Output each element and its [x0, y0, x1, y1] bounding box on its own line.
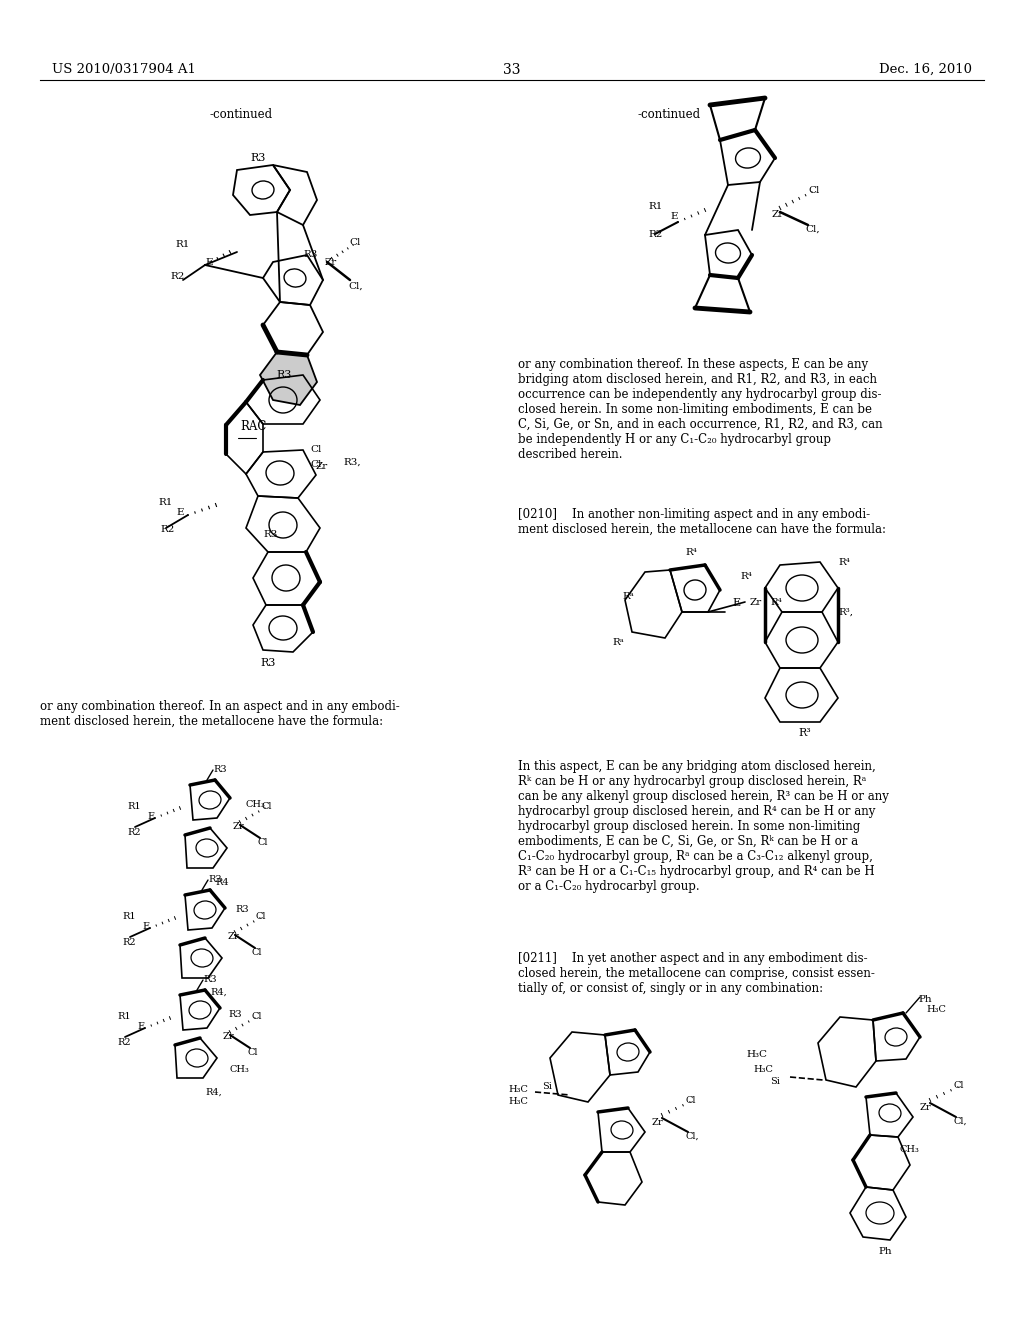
Text: [0210]    In another non-limiting aspect and in any embodi-
ment disclosed herei: [0210] In another non-limiting aspect an…	[518, 508, 886, 536]
Text: R2: R2	[117, 1038, 131, 1047]
Text: Rᵃ: Rᵃ	[612, 638, 624, 647]
Text: Cl: Cl	[247, 1048, 257, 1057]
Text: Cl: Cl	[349, 238, 360, 247]
Text: 33: 33	[503, 63, 521, 77]
Text: Si: Si	[770, 1077, 780, 1086]
Polygon shape	[260, 352, 317, 405]
Text: Cl,: Cl,	[953, 1117, 967, 1126]
Text: In this aspect, E can be any bridging atom disclosed herein,
Rᵏ can be H or any : In this aspect, E can be any bridging at…	[518, 760, 889, 894]
Text: -continued: -continued	[638, 108, 701, 121]
Text: R4,: R4,	[210, 987, 226, 997]
Text: Cl: Cl	[310, 445, 322, 454]
Text: Dec. 16, 2010: Dec. 16, 2010	[879, 63, 972, 77]
Text: Cl: Cl	[686, 1096, 696, 1105]
Text: RAC: RAC	[240, 420, 266, 433]
Text: H₃C: H₃C	[746, 1049, 767, 1059]
Text: Zr: Zr	[772, 210, 784, 219]
Text: E: E	[147, 812, 155, 821]
Text: US 2010/0317904 A1: US 2010/0317904 A1	[52, 63, 196, 77]
Text: H₃C: H₃C	[926, 1005, 946, 1014]
Text: R⁴: R⁴	[685, 548, 697, 557]
Text: R3: R3	[260, 657, 275, 668]
Text: Zr: Zr	[750, 598, 762, 607]
Text: Cl,: Cl,	[805, 224, 819, 234]
Text: CH₃: CH₃	[900, 1144, 920, 1154]
Text: Cl: Cl	[251, 1012, 261, 1020]
Text: H₃C: H₃C	[508, 1085, 528, 1094]
Text: R1: R1	[122, 912, 135, 921]
Text: Cl,: Cl,	[685, 1133, 698, 1140]
Text: R3: R3	[234, 906, 249, 913]
Text: R3: R3	[276, 370, 292, 380]
Text: R1: R1	[127, 803, 140, 810]
Text: Rᵃ: Rᵃ	[622, 591, 634, 601]
Text: Cl: Cl	[261, 803, 271, 810]
Text: Cl: Cl	[252, 948, 262, 957]
Text: R1: R1	[175, 240, 189, 249]
Text: R2: R2	[160, 525, 174, 535]
Text: R3: R3	[303, 249, 317, 259]
Text: Si: Si	[542, 1082, 552, 1092]
Text: E: E	[142, 921, 150, 931]
Text: or any combination thereof. In these aspects, E can be any
bridging atom disclos: or any combination thereof. In these asp…	[518, 358, 883, 461]
Text: Ph: Ph	[878, 1247, 892, 1257]
Text: R3: R3	[208, 875, 221, 884]
Text: R4,: R4,	[205, 1088, 222, 1097]
Text: Cl: Cl	[808, 186, 819, 195]
Text: H₃C: H₃C	[508, 1097, 528, 1106]
Text: E: E	[670, 213, 678, 220]
Text: R2: R2	[122, 939, 135, 946]
Text: H₃C: H₃C	[753, 1065, 773, 1074]
Text: CH₃: CH₃	[230, 1065, 250, 1074]
Text: Cl: Cl	[310, 459, 322, 469]
Text: R⁴: R⁴	[770, 598, 782, 607]
Text: R3: R3	[213, 766, 226, 774]
Text: R⁴: R⁴	[838, 558, 850, 568]
Text: R2: R2	[648, 230, 663, 239]
Text: Cl,: Cl,	[348, 282, 362, 290]
Text: or any combination thereof. In an aspect and in any embodi-
ment disclosed herei: or any combination thereof. In an aspect…	[40, 700, 399, 729]
Text: Zr: Zr	[233, 822, 245, 832]
Text: Cl: Cl	[257, 838, 267, 847]
Text: E: E	[137, 1022, 144, 1031]
Text: R4: R4	[215, 878, 228, 887]
Text: R2: R2	[127, 828, 140, 837]
Text: R3: R3	[263, 531, 278, 539]
Text: E: E	[732, 598, 740, 609]
Text: R1: R1	[117, 1012, 131, 1020]
Text: R³,: R³,	[838, 609, 853, 616]
Text: -continued: -continued	[210, 108, 273, 121]
Text: Zr: Zr	[316, 462, 329, 471]
Text: Zr: Zr	[223, 1032, 234, 1041]
Text: R3: R3	[203, 975, 217, 983]
Text: R3: R3	[228, 1010, 242, 1019]
Text: Zr: Zr	[652, 1118, 664, 1127]
Text: Cl: Cl	[954, 1081, 965, 1090]
Text: Zr: Zr	[325, 257, 337, 267]
Text: [0211]    In yet another aspect and in any embodiment dis-
closed herein, the me: [0211] In yet another aspect and in any …	[518, 952, 874, 995]
Text: R1: R1	[158, 498, 172, 507]
Text: Cl: Cl	[256, 912, 266, 921]
Text: R3: R3	[250, 153, 265, 162]
Text: E: E	[205, 257, 213, 267]
Text: R³: R³	[798, 729, 811, 738]
Text: R2: R2	[170, 272, 184, 281]
Text: R1: R1	[648, 202, 663, 211]
Text: R⁴: R⁴	[740, 572, 752, 581]
Text: R3,: R3,	[343, 458, 360, 467]
Text: Zr: Zr	[920, 1104, 932, 1111]
Text: E: E	[176, 508, 183, 517]
Text: Ph: Ph	[918, 995, 932, 1005]
Text: CH₃: CH₃	[245, 800, 265, 809]
Text: Zr: Zr	[228, 932, 240, 941]
